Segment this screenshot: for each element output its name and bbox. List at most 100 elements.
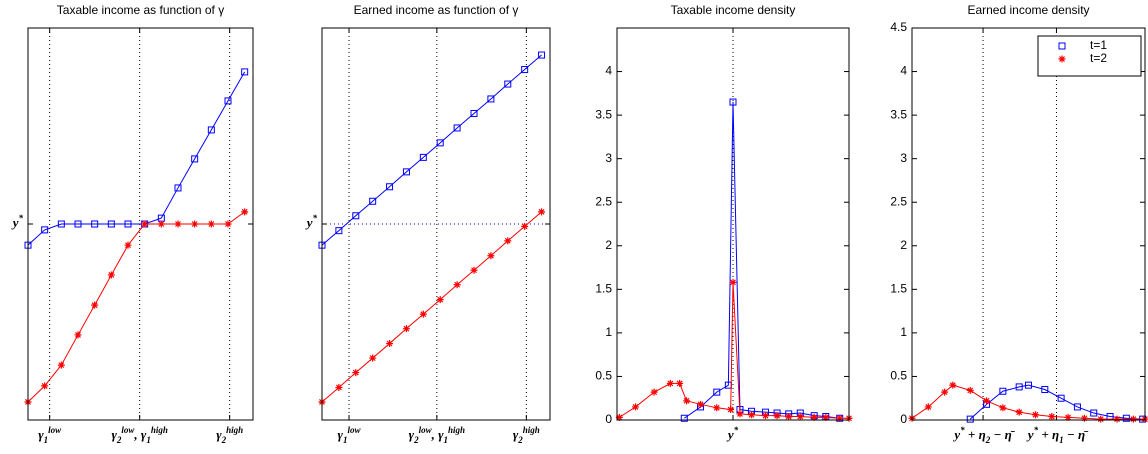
marker — [453, 124, 461, 132]
panel-title: Taxable income density — [671, 3, 796, 17]
marker — [41, 382, 49, 390]
marker — [470, 109, 478, 117]
x-tick-label-part: 1 — [1059, 435, 1064, 445]
y-tick-label: 1.5 — [890, 282, 907, 296]
marker — [470, 266, 478, 274]
y-tick-label: 4.5 — [890, 20, 907, 34]
y-tick-label-part: y — [11, 215, 19, 230]
series-line — [321, 211, 542, 403]
marker — [1080, 414, 1088, 422]
x-tick-label-part: low — [419, 425, 433, 435]
marker — [74, 220, 82, 228]
plot-area — [912, 28, 1145, 420]
marker — [521, 222, 529, 230]
x-tick-label-part: − η̄ — [1064, 427, 1090, 442]
marker — [352, 369, 360, 377]
x-tick-label-part: y — [952, 427, 960, 442]
marker — [386, 340, 394, 348]
marker — [224, 220, 232, 228]
marker — [727, 406, 735, 414]
plot-frame — [27, 27, 254, 421]
marker — [1064, 413, 1072, 421]
marker — [1057, 394, 1065, 402]
marker — [107, 220, 115, 228]
x-tick-label-part: high — [523, 425, 540, 435]
marker — [124, 220, 132, 228]
marker — [335, 227, 343, 235]
marker — [207, 126, 215, 134]
y-tick-label: 2.5 — [595, 194, 612, 208]
y-tick-label: 3.5 — [595, 107, 612, 121]
marker — [402, 325, 410, 333]
x-tick-label: γ2high — [216, 425, 243, 445]
plot-frame — [616, 27, 850, 421]
marker — [1015, 383, 1023, 391]
x-tick-label-part: γ — [38, 427, 44, 442]
marker — [1041, 386, 1049, 394]
marker — [241, 208, 249, 216]
marker — [1015, 408, 1023, 416]
x-tick-label: y* + η1 − η̄ — [1026, 425, 1089, 445]
marker — [676, 379, 684, 387]
series-line — [911, 384, 1145, 420]
x-tick-label-part: high — [448, 425, 465, 435]
x-tick-label-part: 1 — [444, 435, 449, 445]
marker — [124, 241, 132, 249]
marker — [941, 388, 949, 396]
marker — [191, 155, 199, 163]
marker — [1048, 413, 1056, 421]
x-tick-label-part: low — [121, 425, 135, 435]
x-tick-label-part: low — [347, 425, 361, 435]
y-tick-label: 2 — [605, 238, 612, 252]
x-tick-label-part: γ — [216, 427, 222, 442]
x-tick-label: γ2low, γ1high — [409, 425, 465, 445]
marker — [487, 252, 495, 260]
y-tick-label: 3 — [900, 151, 907, 165]
x-tick-label-part: 2 — [517, 435, 523, 445]
marker — [999, 387, 1007, 395]
x-tick-label-part: − η̄ — [990, 427, 1016, 442]
marker — [157, 220, 165, 228]
marker — [419, 153, 427, 161]
marker — [538, 51, 546, 59]
marker — [796, 413, 804, 421]
y-tick-label: 3.5 — [890, 107, 907, 121]
marker — [402, 168, 410, 176]
marker — [504, 80, 512, 88]
marker — [224, 97, 232, 105]
x-tick-label-part: γ — [111, 427, 117, 442]
x-tick-label-part: , γ — [431, 427, 445, 442]
marker — [748, 411, 756, 419]
marker — [538, 208, 546, 216]
y-tick-label-part: y — [305, 215, 313, 230]
marker — [74, 331, 82, 339]
y-tick-label-part: * — [19, 213, 24, 223]
x-tick-label-part: + η — [1038, 427, 1059, 442]
marker — [504, 237, 512, 245]
marker — [1058, 55, 1066, 63]
y-tick-label: 0.5 — [890, 369, 907, 383]
marker — [207, 220, 215, 228]
marker — [983, 397, 991, 405]
marker — [436, 139, 444, 147]
marker — [736, 410, 744, 418]
x-tick-label: γ1low — [338, 425, 362, 445]
marker — [436, 296, 444, 304]
x-tick-label-part: + η — [965, 427, 986, 442]
marker — [521, 66, 529, 74]
y-tick-label: 4 — [605, 64, 612, 78]
marker — [419, 310, 427, 318]
marker — [1097, 415, 1105, 423]
marker — [174, 184, 182, 192]
marker — [174, 220, 182, 228]
y-tick-label: 1 — [900, 325, 907, 339]
marker — [949, 381, 957, 389]
marker — [683, 397, 691, 405]
marker — [41, 226, 49, 234]
x-tick-label: γ2low, γ1high — [111, 425, 167, 445]
marker — [713, 388, 721, 396]
marker — [453, 281, 461, 289]
x-tick-label-part: 1 — [44, 435, 49, 445]
marker — [335, 383, 343, 391]
